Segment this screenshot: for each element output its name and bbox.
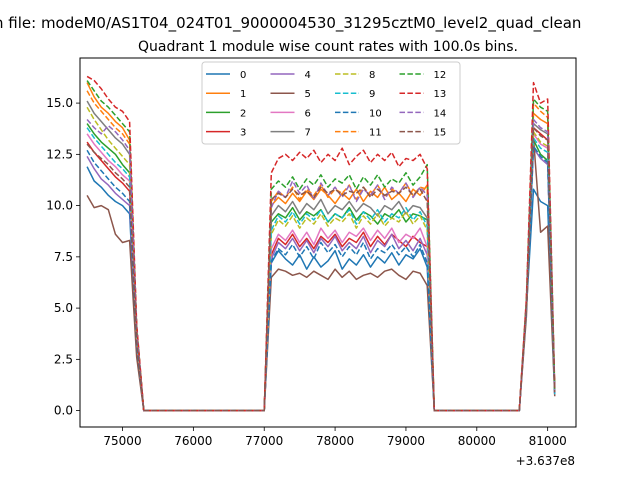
legend-label-2: 2 — [240, 108, 246, 119]
x-tick-label: 76000 — [174, 434, 212, 448]
legend-label-13: 13 — [434, 89, 447, 100]
y-tick-label: 7.5 — [54, 250, 73, 264]
x-offset-label: +3.637e8 — [516, 454, 575, 468]
series-line-15 — [86, 126, 556, 412]
series-line-14 — [86, 118, 556, 412]
plot-frame — [79, 57, 577, 428]
x-tick-label: 81000 — [529, 434, 567, 448]
legend-label-15: 15 — [434, 128, 447, 139]
legend-label-4: 4 — [305, 70, 311, 81]
legend-label-12: 12 — [434, 70, 447, 81]
legend-label-8: 8 — [369, 70, 375, 81]
series-line-10 — [86, 145, 556, 412]
legend-box — [201, 61, 461, 145]
y-tick-label: 10.0 — [46, 199, 73, 213]
y-axis: 0.0 2.5 5.0 7.5 10.0 12.5 15.0 — [46, 96, 80, 418]
legend-label-9: 9 — [369, 89, 375, 100]
y-tick-label: 15.0 — [46, 96, 73, 110]
y-tick-label: 12.5 — [46, 147, 73, 161]
y-tick-label: 2.5 — [54, 352, 73, 366]
legend-label-3: 3 — [240, 128, 246, 139]
x-tick-label: 78000 — [316, 434, 354, 448]
x-tick-label: 77000 — [245, 434, 283, 448]
legend-label-7: 7 — [305, 128, 311, 139]
legend-label-0: 0 — [240, 70, 246, 81]
legend-label-11: 11 — [369, 128, 382, 139]
legend-label-5: 5 — [305, 89, 311, 100]
x-tick-label: 75000 — [103, 434, 141, 448]
series-lines — [86, 75, 556, 412]
legend-label-1: 1 — [240, 89, 246, 100]
y-tick-label: 5.0 — [54, 301, 73, 315]
x-tick-label: 80000 — [458, 434, 496, 448]
x-axis: 75000 76000 77000 78000 79000 80000 81000 — [103, 427, 567, 448]
chart-title: Quadrant 1 module wise count rates with … — [138, 39, 518, 55]
figure-suptitle: n file: modeM0/AS1T04_024T01_9000004530_… — [0, 14, 581, 33]
legend-label-10: 10 — [369, 108, 382, 119]
y-tick-label: 0.0 — [54, 404, 73, 418]
legend-label-14: 14 — [434, 108, 447, 119]
legend-label-6: 6 — [305, 108, 311, 119]
x-tick-label: 79000 — [387, 434, 425, 448]
